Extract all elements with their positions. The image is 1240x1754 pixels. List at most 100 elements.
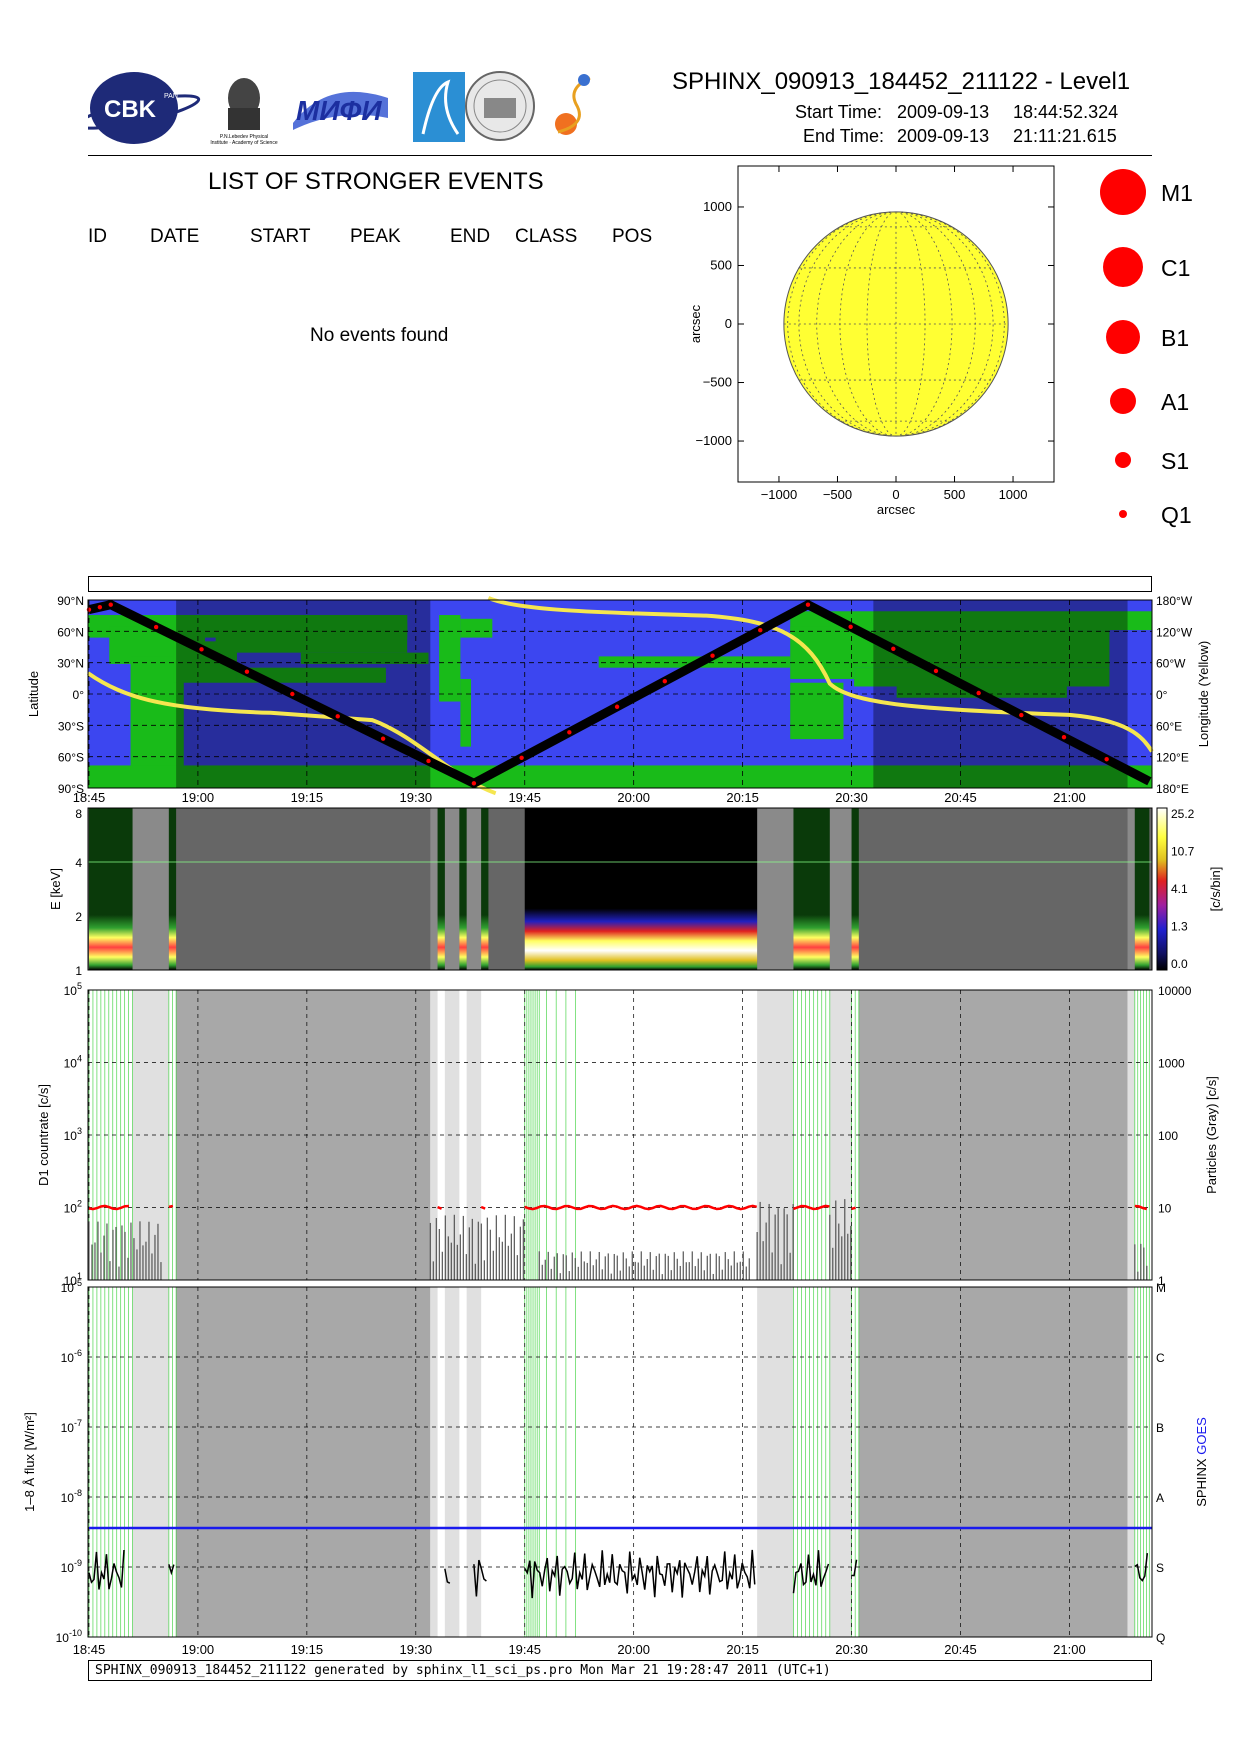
legend-label-a1: A1	[1161, 389, 1189, 415]
orbit-y2-tick-label: 60°W	[1156, 657, 1186, 671]
svg-text:P.N.Lebedev Physical: P.N.Lebedev Physical	[220, 134, 268, 140]
sun-y-axis-label: arcsec	[688, 304, 703, 343]
orbit-land	[88, 765, 1152, 788]
orbit-y2-tick-label: 0°	[1156, 688, 1168, 702]
countrate-line	[168, 1204, 174, 1209]
spectrogram-data-block	[437, 808, 445, 970]
orbit-track-dot	[758, 628, 763, 633]
panel-gap-shade	[858, 1287, 1128, 1637]
start-date: 2009-09-13	[897, 102, 990, 122]
sun-grid-meridian	[787, 211, 897, 437]
legend-marker-m1	[1100, 169, 1146, 215]
sun-x-axis-label: arcsec	[877, 502, 916, 517]
countrate-y-tick-label: 105	[64, 981, 82, 998]
sphinx-flux-line	[168, 1564, 175, 1576]
spectrogram-data-block	[168, 808, 177, 970]
countrate-y-tick-label: 102	[64, 1199, 82, 1216]
sun-grid-meridian	[798, 211, 897, 437]
orbit-track-dot	[1104, 757, 1109, 762]
events-col-pos: POS	[612, 226, 653, 247]
flux-x-tick-label: 20:45	[944, 1642, 977, 1657]
countrate-y2-tick-label: 100	[1158, 1129, 1178, 1143]
orbit-y2-tick-label: 120°W	[1156, 625, 1193, 639]
colorbar-tick-label: 0.0	[1171, 957, 1188, 971]
end-time: 21:11:21.615	[1013, 126, 1117, 146]
orbit-x-tick-label: 18:45	[73, 790, 106, 805]
cbk-logo-text: CBK	[104, 96, 157, 123]
countrate-y-axis-label: D1 countrate [c/s]	[36, 1084, 51, 1186]
sun-y-tick-label: 0	[725, 316, 732, 331]
sun-grid-meridian	[839, 211, 897, 437]
sphinx-flux-line	[851, 1559, 858, 1577]
sun-x-tick-label: −1000	[761, 487, 798, 502]
events-title: LIST OF STRONGER EVENTS	[208, 168, 544, 195]
orbit-track-dots	[86, 602, 1109, 786]
legend-marker-q1	[1119, 510, 1127, 518]
orbit-x-tick-label: 20:45	[944, 790, 977, 805]
flux-y-axis-label: 1–8 Å flux [W/m²]	[22, 1412, 37, 1512]
orbit-land	[460, 678, 472, 747]
header-divider	[88, 155, 1152, 156]
sun-x-tick-label: 1000	[999, 487, 1028, 502]
lebedev-institute-logo: P.N.Lebedev Physical Institute · Academy…	[210, 78, 278, 146]
sun-grid-meridian	[895, 211, 926, 437]
sphinx-flux-series	[88, 1549, 1149, 1599]
countrate-y2-axis-label: Particles (Gray) [c/s]	[1204, 1076, 1219, 1194]
orbit-track-dot	[1061, 734, 1067, 740]
orbit-x-tick-label: 20:15	[726, 790, 759, 805]
legend-label-b1: B1	[1161, 325, 1189, 351]
timeline-top-bar	[88, 576, 1152, 592]
panel-gap-shade	[829, 1287, 852, 1637]
orbit-y-axis-label: Latitude	[26, 671, 41, 717]
panel-gap-shade	[176, 1287, 431, 1637]
spectrogram-gap	[466, 808, 482, 970]
orbit-track-dot	[471, 781, 477, 786]
panel-green-lines	[88, 990, 1150, 1280]
spectrogram-y-axis-label: E [keV]	[48, 868, 63, 910]
orbit-track-dot	[335, 714, 340, 719]
events-empty-message: No events found	[310, 325, 449, 346]
orbit-y2-tick-label: 180°E	[1156, 782, 1189, 796]
countrate-y2-tick-label: 10000	[1158, 984, 1192, 998]
orbit-y-tick-label: 60°S	[58, 751, 84, 765]
flux-panel: 10-5 M 10-6 C 10-7 B 10-8 A 10-9 S 10-10 Q 1–8 Å flu…	[22, 1278, 1209, 1657]
orbit-track-dot	[519, 755, 524, 760]
sun-grid-meridian	[895, 211, 953, 437]
orbit-x-tick-label: 20:00	[617, 790, 650, 805]
countrate-line	[524, 1204, 758, 1211]
sphinx-flux-line	[444, 1568, 451, 1584]
spectrogram-y-tick-label: 1	[75, 964, 82, 978]
colorbar-tick-label: 4.1	[1171, 882, 1188, 896]
spectrogram-panel: 8 4 2 1 E [keV] 25.2 10.7 4.1 1.3 0.0 [c/s/bin]	[48, 807, 1223, 978]
end-time-label: End Time:	[803, 126, 885, 146]
cbk-logo: CBK PAN	[88, 72, 201, 144]
legend-label-c1: C1	[1161, 255, 1190, 281]
flux-class-label: Q	[1156, 1631, 1165, 1645]
orbit-frame	[87, 599, 1153, 789]
events-col-id: ID	[88, 226, 107, 247]
panel-gap-shade	[757, 1287, 794, 1637]
sun-grid-meridian	[895, 211, 994, 437]
countrate-line	[88, 1204, 130, 1211]
legend-label-s1: S1	[1161, 448, 1189, 474]
svg-text:Institute · Academy of Science: Institute · Academy of Science	[210, 140, 277, 146]
panel-gap-shade	[132, 1287, 169, 1637]
mifi-logo: МИФИ	[293, 91, 388, 130]
panel-green-lines	[88, 1287, 1150, 1637]
sun-x-tick-label: 500	[944, 487, 966, 502]
spectrogram-y-tick-label: 2	[75, 910, 82, 924]
orbit-x-tick-label: 21:00	[1053, 790, 1086, 805]
flux-class-label: B	[1156, 1421, 1164, 1435]
flux-y-tick-label: 10-7	[61, 1418, 82, 1435]
sphinx-flux-line	[88, 1549, 125, 1590]
sun-x-tick-label: −500	[823, 487, 852, 502]
orbit-x-tick-label: 20:30	[835, 790, 868, 805]
flux-y-tick-label: 10-6	[61, 1348, 82, 1365]
panel-gap-shade	[430, 1287, 438, 1637]
orbit-track-dot	[153, 624, 159, 630]
spectrogram-gap	[1127, 808, 1135, 970]
colorbar-tick-label: 25.2	[1171, 807, 1195, 821]
orbit-track-dot	[614, 704, 620, 709]
spectrogram-data-block	[459, 808, 467, 970]
spectrogram-y-tick-label: 4	[75, 856, 82, 870]
